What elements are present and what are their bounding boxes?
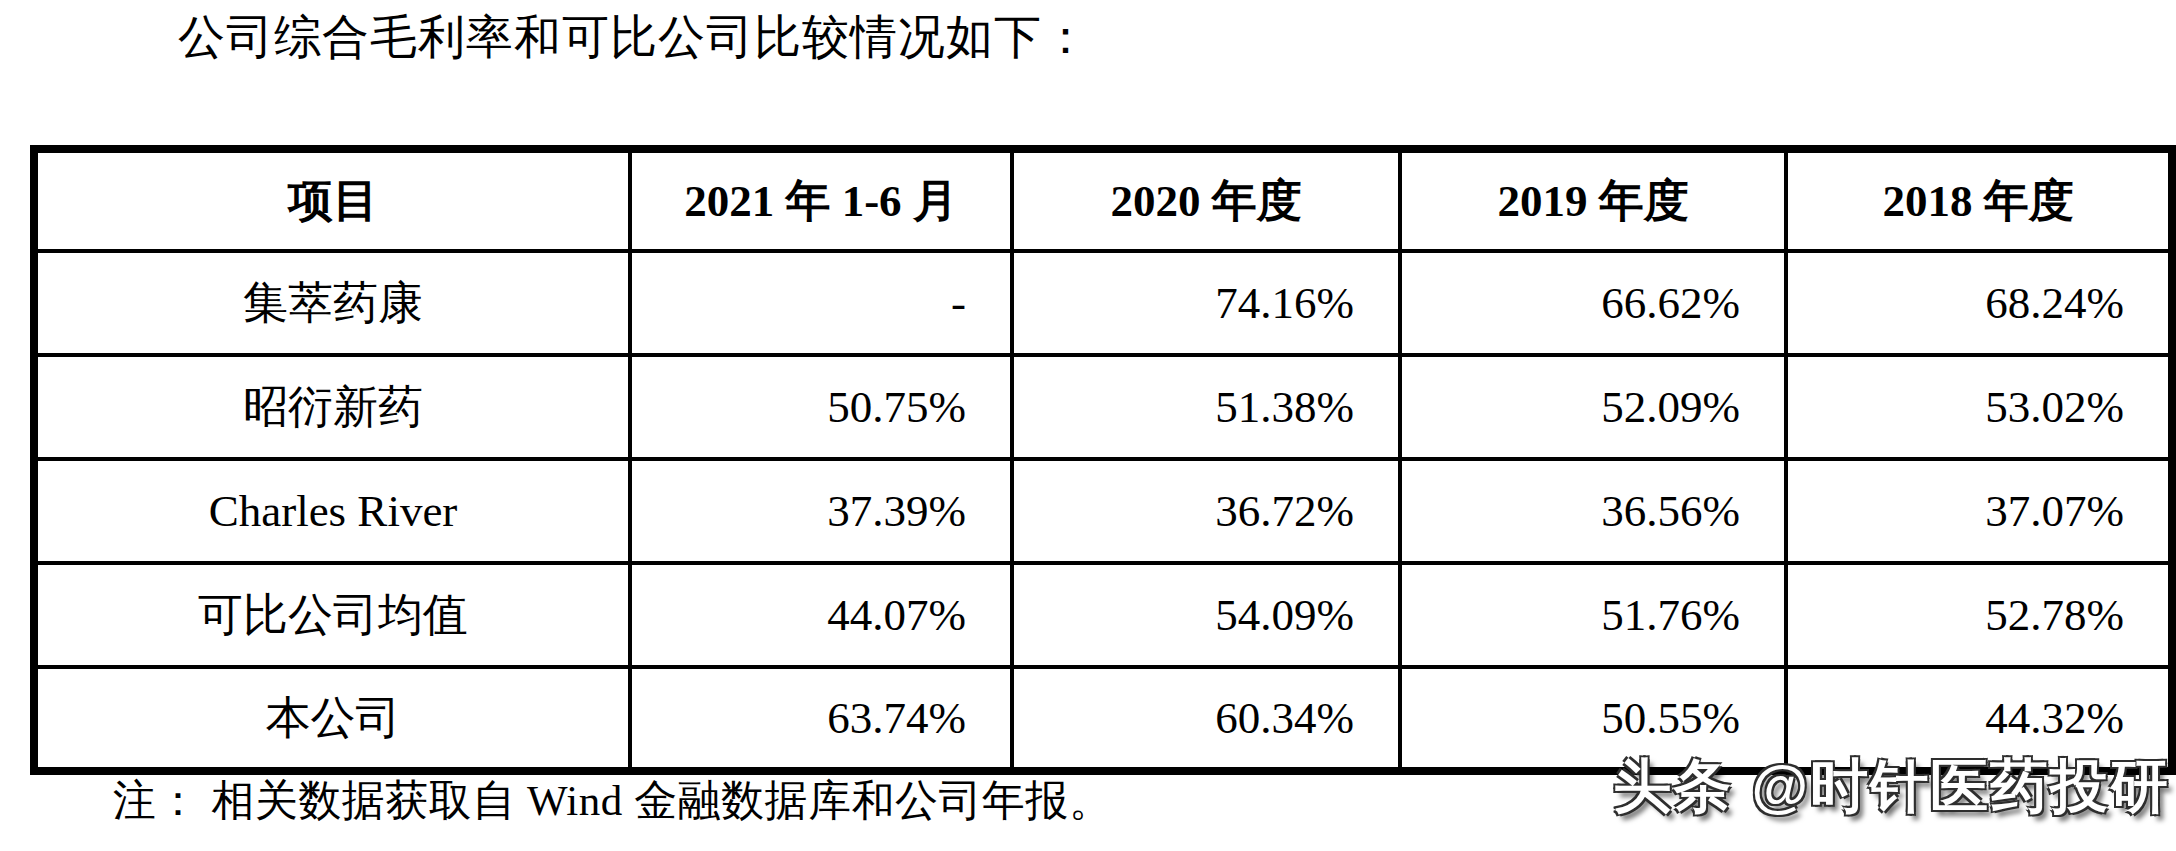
table-row-comparable-average: 可比公司均值 44.07% 54.09% 51.76% 52.78% [34,563,2172,667]
company-name: 集萃药康 [34,251,630,355]
value-2020: 74.16% [1012,251,1400,355]
value-2021h1: - [630,251,1012,355]
value-2019: 51.76% [1400,563,1786,667]
value-2021h1: 50.75% [630,355,1012,459]
company-name: 可比公司均值 [34,563,630,667]
table-header-row: 项目 2021 年 1-6 月 2020 年度 2019 年度 2018 年度 [34,149,2172,251]
table-row-zhaoyan-xinyao: 昭衍新药 50.75% 51.38% 52.09% 53.02% [34,355,2172,459]
value-2020: 36.72% [1012,459,1400,563]
value-2020: 60.34% [1012,667,1400,771]
column-header-2018: 2018 年度 [1786,149,2172,251]
column-header-2021h1: 2021 年 1-6 月 [630,149,1012,251]
value-2020: 54.09% [1012,563,1400,667]
page-title: 公司综合毛利率和可比公司比较情况如下： [178,8,1090,66]
column-header-2020: 2020 年度 [1012,149,1400,251]
value-2020: 51.38% [1012,355,1400,459]
table-row-jicui-yaokang: 集萃药康 - 74.16% 66.62% 68.24% [34,251,2172,355]
company-name: 昭衍新药 [34,355,630,459]
value-2018: 53.02% [1786,355,2172,459]
value-2021h1: 63.74% [630,667,1012,771]
watermark: 头条 @时针医药投研 [1613,748,2170,826]
value-2019: 36.56% [1400,459,1786,563]
value-2021h1: 37.39% [630,459,1012,563]
value-2018: 68.24% [1786,251,2172,355]
company-name: Charles River [34,459,630,563]
value-2019: 66.62% [1400,251,1786,355]
company-name: 本公司 [34,667,630,771]
column-header-2019: 2019 年度 [1400,149,1786,251]
value-2021h1: 44.07% [630,563,1012,667]
footnote: 注： 相关数据获取自 Wind 金融数据库和公司年报。 [113,772,1113,830]
value-2019: 52.09% [1400,355,1786,459]
table-row-charles-river: Charles River 37.39% 36.72% 36.56% 37.07… [34,459,2172,563]
document-page: 公司综合毛利率和可比公司比较情况如下： 项目 2021 年 1-6 月 2020… [0,0,2176,851]
column-header-item: 项目 [34,149,630,251]
value-2018: 52.78% [1786,563,2172,667]
gross-margin-comparison-table: 项目 2021 年 1-6 月 2020 年度 2019 年度 2018 年度 … [30,145,2176,775]
value-2018: 37.07% [1786,459,2172,563]
